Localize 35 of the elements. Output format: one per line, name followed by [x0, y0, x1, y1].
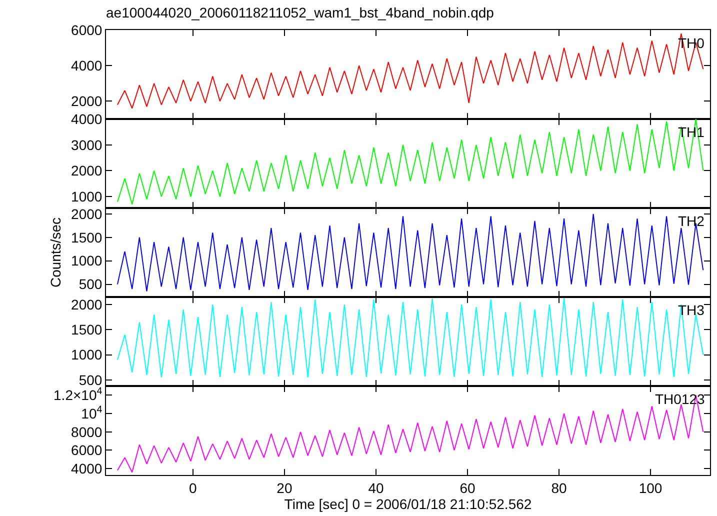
line-series — [116, 394, 704, 473]
y-tick-label: 2000 — [71, 93, 102, 110]
line-series — [116, 119, 704, 205]
x-tick-label: 20 — [276, 480, 292, 496]
y-tick-label: 2000 — [71, 162, 102, 179]
line-series — [116, 213, 704, 292]
series-label: TH2 — [678, 213, 705, 229]
y-tick-label: 4000 — [71, 110, 102, 127]
y-tick-label: 6000 — [71, 22, 102, 38]
line-series — [116, 298, 704, 378]
x-tick-label: 60 — [460, 480, 476, 496]
y-tick-label: 500 — [78, 276, 102, 292]
y-tick-label: 2000 — [71, 296, 102, 312]
y-tick-label: 3000 — [71, 136, 102, 153]
y-tick-label: 1500 — [71, 322, 102, 338]
y-tick-label: 6000 — [71, 442, 102, 458]
y-tick-label: 500 — [78, 372, 102, 388]
y-tick-label: 2000 — [71, 206, 102, 222]
y-tick-label: 8000 — [71, 424, 102, 440]
y-tick-label: 1000 — [71, 252, 102, 269]
y-tick-label: 4000 — [71, 58, 102, 74]
x-axis-title: Time [sec] 0 = 2006/01/18 21:10:52.562 — [284, 496, 532, 512]
x-tick-label: 0 — [189, 480, 198, 496]
chart-title: ae100044020_20060118211052_wam1_bst_4band_nobin.qdp — [106, 4, 494, 21]
y-tick-label: 1000 — [71, 188, 102, 205]
x-tick-label: 80 — [551, 480, 567, 496]
y-tick-label: 1.2×10$^{4}$ — [54, 386, 103, 404]
y-axis-title: Counts/sec — [48, 217, 64, 288]
line-series — [116, 33, 704, 109]
x-tick-label: 100 — [638, 480, 662, 496]
y-tick-label: 1000 — [71, 346, 102, 363]
x-tick-label: 40 — [368, 480, 384, 496]
y-tick-label: 4000 — [71, 460, 102, 476]
y-tick-label: 10$^{4}$ — [81, 404, 103, 422]
y-tick-label: 1500 — [71, 229, 102, 246]
